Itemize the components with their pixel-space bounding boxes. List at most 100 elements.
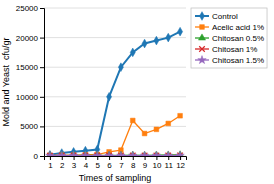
x-tick-mark [50, 156, 51, 160]
series-marker [118, 63, 123, 72]
y-tick: 25000 [16, 4, 44, 13]
grid-line [44, 67, 186, 68]
legend-label: Chitosan 1% [212, 45, 257, 54]
x-tick-mark [109, 156, 110, 160]
x-tick-mark [133, 156, 134, 160]
series-marker [129, 151, 137, 156]
x-tick-mark [180, 156, 181, 160]
x-tick-mark [74, 156, 75, 160]
y-tick-label: 20000 [16, 34, 39, 43]
chart: 1234567891011120500010000150002000025000… [0, 0, 274, 184]
x-tick-label: 6 [107, 161, 112, 170]
legend-label: Chitosan 0.5% [212, 34, 264, 43]
x-tick-label: 7 [119, 161, 124, 170]
x-tick-label: 8 [131, 161, 136, 170]
series-marker [140, 151, 148, 156]
x-tick: 11 [165, 156, 174, 170]
x-tick: 9 [143, 156, 148, 170]
y-tick-mark [40, 38, 44, 39]
x-axis-line [45, 157, 187, 161]
series-marker [58, 151, 66, 156]
grid-line [44, 126, 186, 127]
legend-item: Chitosan 1% [195, 45, 257, 54]
series-marker [93, 151, 101, 156]
y-tick-mark [40, 97, 44, 98]
x-tick: 2 [60, 156, 65, 170]
series-marker [154, 127, 159, 132]
x-tick: 10 [152, 156, 161, 170]
series-marker [117, 151, 125, 156]
legend-item: Acelic acid 1% [195, 23, 264, 32]
legend-label: Acelic acid 1% [212, 23, 264, 32]
y-tick-mark [40, 156, 44, 157]
y-axis-title: Mold and Yeast cfu/gr [1, 37, 11, 126]
y-tick: 0 [34, 152, 44, 161]
x-tick: 5 [96, 156, 101, 170]
legend: Control Acelic acid 1% Chitosan 0.5% Chitos… [191, 8, 267, 68]
series-line [50, 32, 180, 155]
legend-swatch-marker [198, 56, 206, 64]
x-tick: 12 [176, 156, 185, 170]
series-marker [130, 48, 135, 57]
legend-label: Chitosan 1.5% [212, 56, 264, 65]
series-marker [152, 151, 160, 156]
legend-frame [191, 8, 267, 68]
y-tick-label: 15000 [16, 63, 39, 72]
series-marker [105, 151, 113, 156]
x-axis-title: Times of sampling [79, 173, 152, 183]
series-line [50, 116, 180, 156]
y-tick: 20000 [16, 34, 44, 43]
x-tick-mark [145, 156, 146, 160]
y-axis: 0 5000 10000 15000 20000 25000 [16, 4, 45, 161]
series-marker [176, 151, 184, 156]
legend-item: Control [195, 12, 238, 21]
y-tick-mark [40, 126, 44, 127]
y-axis-line [40, 9, 45, 157]
x-tick: 7 [119, 156, 124, 170]
x-axis: 123456789101112 [45, 156, 187, 170]
series-marker [164, 151, 172, 156]
x-tick-mark [121, 156, 122, 160]
x-tick-mark [156, 156, 157, 160]
x-tick-label: 1 [48, 161, 53, 170]
y-tick: 10000 [16, 93, 44, 102]
x-tick: 1 [48, 156, 53, 170]
grid-line [44, 96, 186, 97]
x-tick-label: 11 [165, 161, 174, 170]
legend-label: Control [212, 12, 238, 21]
y-tick-label: 0 [34, 152, 39, 161]
x-tick: 8 [131, 156, 136, 170]
grid [44, 8, 186, 156]
x-tick-mark [168, 156, 169, 160]
series-line [50, 155, 180, 156]
legend-item: Chitosan 1.5% [195, 56, 264, 65]
series-line [50, 155, 180, 156]
series-marker [154, 36, 159, 45]
series-marker [107, 92, 112, 101]
legend-swatch-marker [200, 25, 205, 30]
x-tick-label: 4 [84, 161, 89, 170]
series-marker [166, 33, 171, 42]
x-tick-label: 10 [152, 161, 161, 170]
x-tick-label: 3 [72, 161, 77, 170]
series-marker [46, 151, 54, 156]
series-marker [69, 151, 77, 156]
series-marker [166, 121, 171, 126]
x-tick-mark [62, 156, 63, 160]
x-tick-label: 2 [60, 161, 65, 170]
legend-swatch-marker [199, 12, 204, 21]
series-marker [142, 131, 147, 136]
x-tick-label: 5 [96, 161, 101, 170]
x-tick: 4 [84, 156, 89, 170]
series-marker [130, 118, 135, 123]
y-tick: 5000 [20, 122, 44, 131]
series-marker [178, 27, 183, 36]
y-tick-mark [40, 67, 44, 68]
legend-swatch-marker [198, 34, 205, 40]
y-tick: 15000 [16, 63, 44, 72]
x-tick-label: 12 [176, 161, 185, 170]
y-tick-mark [40, 8, 44, 9]
series-marker [142, 39, 147, 48]
legend-item: Chitosan 0.5% [195, 34, 264, 43]
y-tick-label: 5000 [20, 122, 38, 131]
